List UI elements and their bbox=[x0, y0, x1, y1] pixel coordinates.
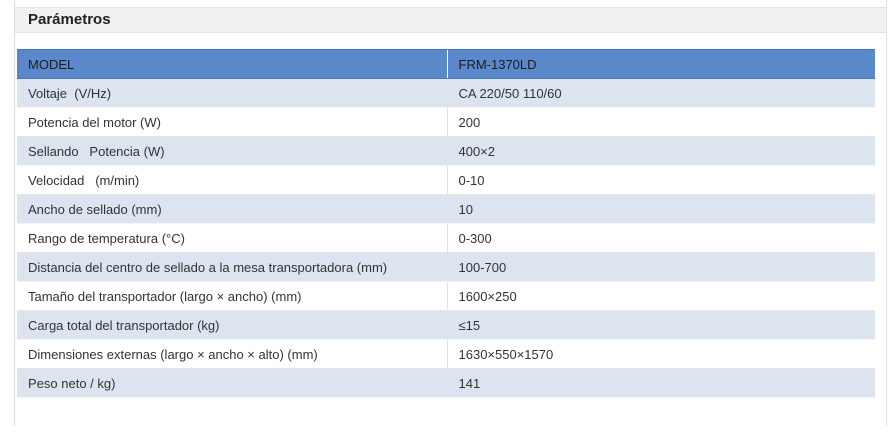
param-value-cell: 10 bbox=[446, 194, 875, 224]
param-label-cell: Potencia del motor (W) bbox=[17, 107, 447, 137]
table-row: Distancia del centro de sellado a la mes… bbox=[17, 252, 875, 282]
param-label-cell: Distancia del centro de sellado a la mes… bbox=[17, 252, 447, 282]
table-row: Carga total del transportador (kg) ≤15 bbox=[17, 310, 875, 340]
param-value-cell: ≤15 bbox=[446, 310, 875, 340]
table-row: Dimensiones externas (largo × ancho × al… bbox=[17, 339, 875, 369]
table-row: Ancho de sellado (mm) 10 bbox=[17, 194, 875, 224]
parameters-table: MODEL FRM-1370LD Voltaje (V/Hz) CA 220/5… bbox=[17, 49, 875, 398]
table-row: Peso neto / kg) 141 bbox=[17, 368, 875, 398]
param-label-cell: Carga total del transportador (kg) bbox=[17, 310, 447, 340]
param-value-cell: 141 bbox=[446, 368, 875, 398]
panel-title: Parámetros bbox=[28, 11, 111, 28]
param-label-cell: Tamaño del transportador (largo × ancho)… bbox=[17, 281, 447, 311]
param-value-cell: 400×2 bbox=[446, 136, 875, 166]
table-header-row: MODEL FRM-1370LD bbox=[17, 49, 875, 79]
param-value-cell: 1600×250 bbox=[446, 281, 875, 311]
table-row: Potencia del motor (W) 200 bbox=[17, 107, 875, 137]
param-label-cell: Voltaje (V/Hz) bbox=[17, 78, 447, 108]
param-label-cell: Peso neto / kg) bbox=[17, 368, 447, 398]
table-row: Rango de temperatura (°C) 0-300 bbox=[17, 223, 875, 253]
param-label-cell: Rango de temperatura (°C) bbox=[17, 223, 447, 253]
parameters-panel: Parámetros MODEL FRM-1370LD Voltaje (V/H… bbox=[14, 0, 887, 426]
param-label-cell: Velocidad (m/min) bbox=[17, 165, 447, 195]
panel-title-bar: Parámetros bbox=[15, 7, 886, 33]
param-value-cell: CA 220/50 110/60 bbox=[446, 78, 875, 108]
model-header-cell: MODEL bbox=[17, 49, 447, 79]
param-value-cell: 100-700 bbox=[446, 252, 875, 282]
table-row: Velocidad (m/min) 0-10 bbox=[17, 165, 875, 195]
param-label-cell: Sellando Potencia (W) bbox=[17, 136, 447, 166]
param-value-cell: 1630×550×1570 bbox=[446, 339, 875, 369]
table-row: Tamaño del transportador (largo × ancho)… bbox=[17, 281, 875, 311]
param-value-cell: 0-300 bbox=[446, 223, 875, 253]
param-value-cell: 200 bbox=[446, 107, 875, 137]
param-label-cell: Dimensiones externas (largo × ancho × al… bbox=[17, 339, 447, 369]
table-row: Voltaje (V/Hz) CA 220/50 110/60 bbox=[17, 78, 875, 108]
model-value-cell: FRM-1370LD bbox=[446, 49, 875, 79]
param-label-cell: Ancho de sellado (mm) bbox=[17, 194, 447, 224]
table-row: Sellando Potencia (W) 400×2 bbox=[17, 136, 875, 166]
param-value-cell: 0-10 bbox=[446, 165, 875, 195]
